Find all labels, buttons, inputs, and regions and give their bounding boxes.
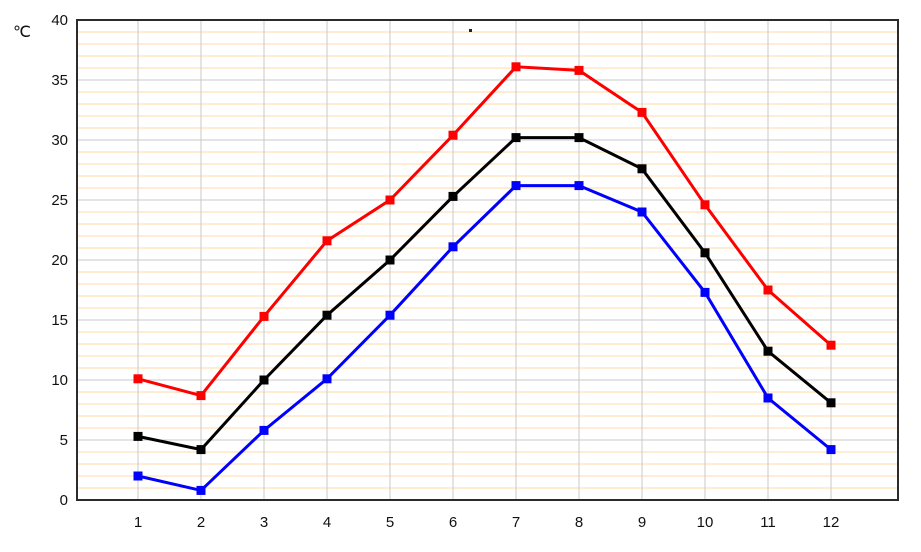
y-tick-label: 25 <box>51 192 68 209</box>
x-tick-label: 6 <box>449 514 457 531</box>
plot-border <box>76 19 899 501</box>
series-marker-black <box>826 398 836 408</box>
series-marker-blue <box>574 181 584 191</box>
series-marker-blue <box>700 287 710 297</box>
series-marker-blue <box>511 181 521 191</box>
x-tick-label: 11 <box>760 514 776 531</box>
series-marker-red <box>826 340 836 350</box>
series-marker-red <box>196 391 206 401</box>
series-marker-blue <box>322 374 332 384</box>
series-marker-red <box>574 65 584 75</box>
series-marker-red <box>259 311 269 321</box>
series-marker-black <box>448 191 458 201</box>
series-marker-blue <box>385 310 395 320</box>
series-marker-black <box>637 164 647 174</box>
series-marker-black <box>511 133 521 143</box>
series-line-blue <box>137 184 832 493</box>
y-tick-label: 0 <box>60 492 68 509</box>
x-tick-label: 8 <box>575 514 583 531</box>
series-marker-red <box>133 374 143 384</box>
y-tick-label: 15 <box>51 312 68 329</box>
y-tick-label: 10 <box>51 372 68 389</box>
series-marker-black <box>259 375 269 385</box>
x-tick-label: 9 <box>638 514 646 531</box>
x-tick-label: 5 <box>386 514 394 531</box>
series-marker-red <box>511 62 521 72</box>
x-tick-label: 3 <box>260 514 268 531</box>
series-marker-red <box>637 107 647 117</box>
series-marker-black <box>196 445 206 455</box>
y-axis-unit-label: ℃ <box>13 24 31 41</box>
series-line-black <box>137 136 832 452</box>
series-marker-blue <box>448 242 458 252</box>
stray-dot <box>469 29 472 32</box>
series-marker-red <box>448 130 458 140</box>
series-line-red <box>137 65 832 398</box>
series-marker-blue <box>133 471 143 481</box>
series-marker-black <box>322 310 332 320</box>
series-marker-black <box>385 255 395 265</box>
series-marker-blue <box>259 425 269 435</box>
y-tick-label: 30 <box>51 132 68 149</box>
series-marker-black <box>574 133 584 143</box>
series-marker-blue <box>763 393 773 403</box>
x-tick-label: 10 <box>697 514 714 531</box>
x-tick-label: 7 <box>512 514 520 531</box>
y-tick-label: 5 <box>60 432 68 449</box>
series-marker-red <box>763 285 773 295</box>
x-tick-label: 4 <box>323 514 331 531</box>
series-marker-red <box>385 195 395 205</box>
y-tick-label: 40 <box>51 12 68 29</box>
series-marker-blue <box>637 207 647 217</box>
x-tick-label: 2 <box>197 514 205 531</box>
y-tick-label: 35 <box>51 72 68 89</box>
y-tick-label: 20 <box>51 252 68 269</box>
x-tick-label: 1 <box>134 514 142 531</box>
series-marker-black <box>133 431 143 441</box>
series-marker-blue <box>826 445 836 455</box>
series-marker-black <box>700 248 710 258</box>
x-tick-label: 12 <box>823 514 840 531</box>
series-marker-red <box>700 200 710 210</box>
series-marker-red <box>322 236 332 246</box>
series-marker-black <box>763 346 773 356</box>
series-marker-blue <box>196 485 206 495</box>
